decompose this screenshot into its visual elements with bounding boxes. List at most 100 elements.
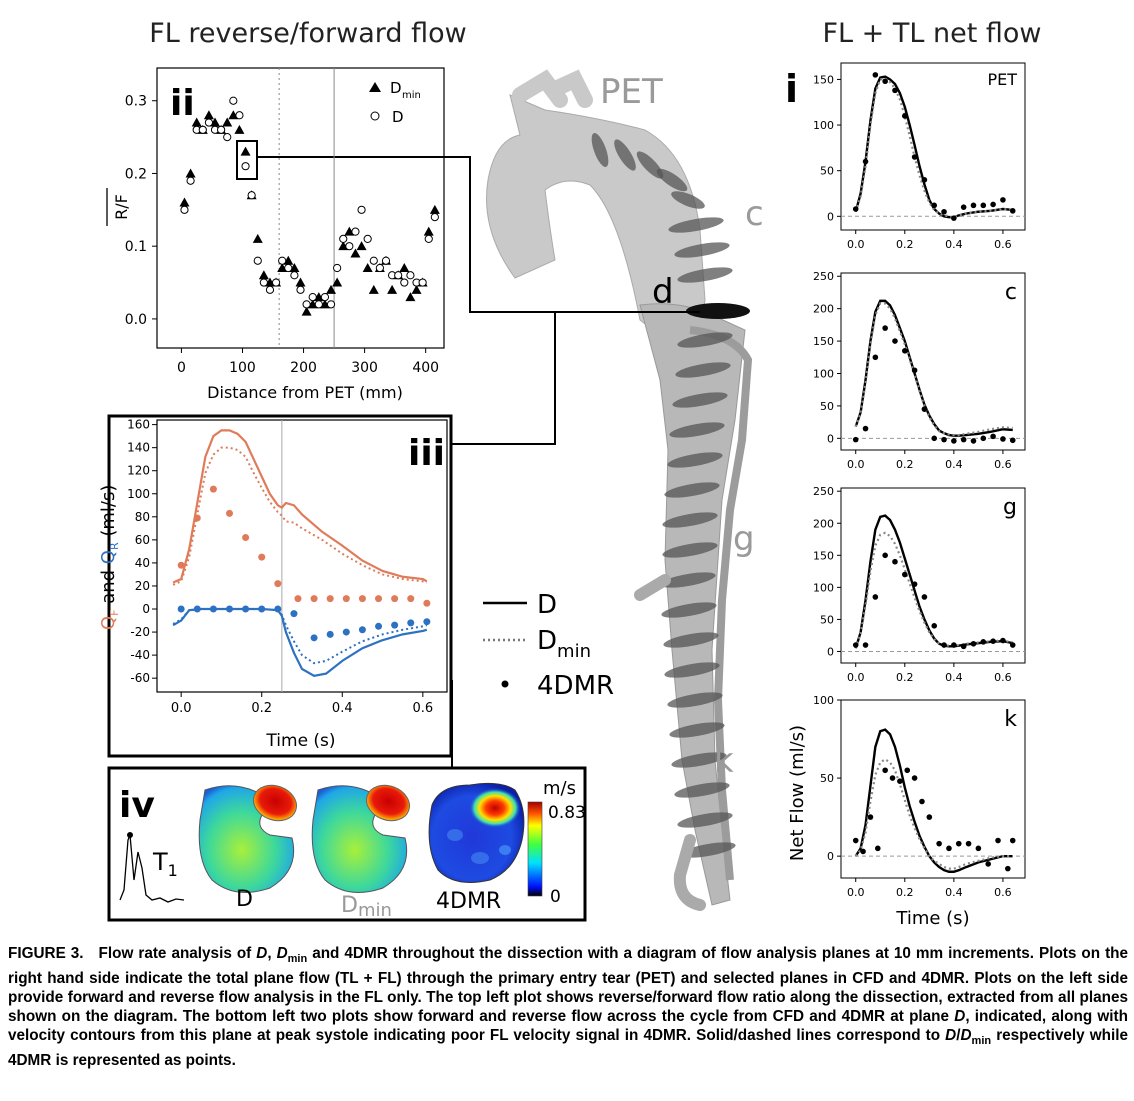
- y-tick-label: 100: [813, 367, 834, 380]
- net-flow-plot-c: 0.0 0.2 0.4 0.6 0 50 100 150 200 250 c: [813, 270, 1026, 471]
- d-point: [278, 256, 287, 265]
- x-tick-label: 0.4: [945, 238, 963, 251]
- dmin-point: [240, 146, 251, 156]
- plot-label: PET: [987, 70, 1017, 89]
- forward-4dmr-point: [226, 509, 233, 517]
- x-tick-label: 400: [412, 360, 439, 376]
- d-point: [381, 256, 391, 265]
- dmin-point: [326, 284, 337, 294]
- forward-4dmr-point: [274, 580, 282, 588]
- y-tick-label: 50: [820, 165, 834, 178]
- y-tick-label: 250: [813, 485, 834, 498]
- 4dmr-point: [901, 348, 908, 354]
- analysis-plane: [672, 392, 728, 408]
- iii-ylabel: QF and QR (ml/s): [98, 485, 121, 630]
- forward-4dmr-point: [358, 595, 366, 603]
- dmin-point: [295, 277, 306, 287]
- 4dmr-point: [911, 775, 918, 781]
- 4dmr-point: [911, 367, 918, 374]
- 4dmr-point: [970, 640, 977, 647]
- d-point: [394, 271, 403, 280]
- y-tick-label: 120: [127, 464, 150, 478]
- aorta-label-k: k: [714, 741, 734, 781]
- 4dmr-point: [1000, 637, 1006, 644]
- dmin-point: [252, 233, 263, 243]
- colorbar: [527, 801, 543, 897]
- legend-d-label: D: [537, 590, 557, 620]
- 4dmr-point: [872, 72, 879, 78]
- x-tick-label: 0.6: [994, 458, 1012, 471]
- dmin-point: [185, 168, 196, 178]
- y-tick-label: 50: [820, 613, 834, 626]
- 4dmr-point: [936, 840, 942, 847]
- dmin-point: [332, 277, 343, 287]
- reverse-4dmr-point: [242, 605, 250, 613]
- 4dmr-point: [931, 435, 938, 442]
- 4dmr-point: [951, 215, 957, 221]
- d-point: [265, 285, 275, 294]
- ii-xlabel: Distance from PET (mm): [207, 383, 403, 402]
- left-title: FL reverse/forward flow: [149, 18, 466, 49]
- y-tick-label: 0: [827, 210, 834, 223]
- dmin-point: [350, 248, 361, 258]
- iii-xlabel: Time (s): [265, 731, 335, 751]
- y-tick-label: 0: [827, 850, 834, 863]
- panel-label-i: i: [785, 67, 798, 111]
- y-tick-label: 0.1: [125, 239, 147, 255]
- 4dmr-point: [965, 840, 972, 847]
- y-tick-label: -40: [130, 648, 150, 662]
- analysis-plane: [674, 242, 730, 258]
- reverse-4dmr-point: [407, 619, 415, 627]
- forward-4dmr-point: [258, 553, 266, 561]
- plot-label: c: [1005, 280, 1017, 305]
- dmin-point: [362, 263, 373, 272]
- y-tick-label: 0: [827, 432, 834, 445]
- ii-ylabel: R/F: [112, 194, 131, 220]
- 4dmr-point: [901, 113, 908, 119]
- caption-label: FIGURE 3.: [8, 945, 84, 962]
- d-point: [430, 212, 439, 222]
- analysis-plane: [677, 267, 733, 283]
- false-lumen: [689, 326, 753, 881]
- 4dmr-point: [951, 642, 957, 648]
- forward-4dmr-point: [326, 595, 334, 603]
- 4dmr-point: [882, 78, 888, 85]
- dmin-line: [854, 302, 1013, 437]
- forward-4dmr-point: [294, 595, 302, 603]
- legend-4dmr-label: 4DMR: [537, 671, 614, 701]
- forward-4dmr-point: [423, 599, 431, 607]
- x-tick-label: 0.2: [896, 671, 914, 684]
- d-point: [235, 111, 244, 120]
- y-tick-label: -20: [130, 625, 150, 639]
- net-flow-plot-k: 0.0 0.2 0.4 0.6 0 50 100 k: [813, 694, 1026, 899]
- 4dmr-point: [941, 208, 947, 215]
- d-line: [854, 75, 1013, 219]
- x-tick-label: 0.0: [847, 238, 865, 251]
- d-point: [204, 118, 214, 127]
- 4dmr-point: [975, 845, 982, 852]
- panel-label-ii: ii: [170, 83, 195, 124]
- contour-label-dmin: Dmin: [341, 893, 392, 921]
- reverse-4dmr-point: [274, 605, 282, 613]
- analysis-plane: [661, 602, 717, 618]
- analysis-planes: [591, 132, 736, 858]
- d-point: [308, 292, 317, 302]
- forward-4dmr-point: [375, 595, 383, 603]
- d-point: [363, 234, 372, 244]
- 4dmr-point: [892, 87, 898, 94]
- d-point: [357, 205, 366, 214]
- dmin-point: [423, 226, 434, 236]
- 4dmr-point: [960, 436, 967, 443]
- reverse-4dmr-point: [326, 630, 334, 638]
- x-tick-label: 0.4: [332, 701, 353, 716]
- 4dmr-point: [852, 436, 859, 443]
- reverse-d-line: [172, 607, 428, 678]
- panel-label-iii: iii: [408, 433, 445, 474]
- x-tick-label: 0.2: [896, 886, 914, 899]
- 4dmr-point: [941, 642, 947, 648]
- distal-branches: [634, 574, 706, 911]
- 4dmr-point: [1009, 437, 1016, 444]
- y-tick-label: 160: [127, 418, 150, 432]
- i-xlabel: Time (s): [895, 908, 969, 929]
- d-point: [320, 292, 330, 302]
